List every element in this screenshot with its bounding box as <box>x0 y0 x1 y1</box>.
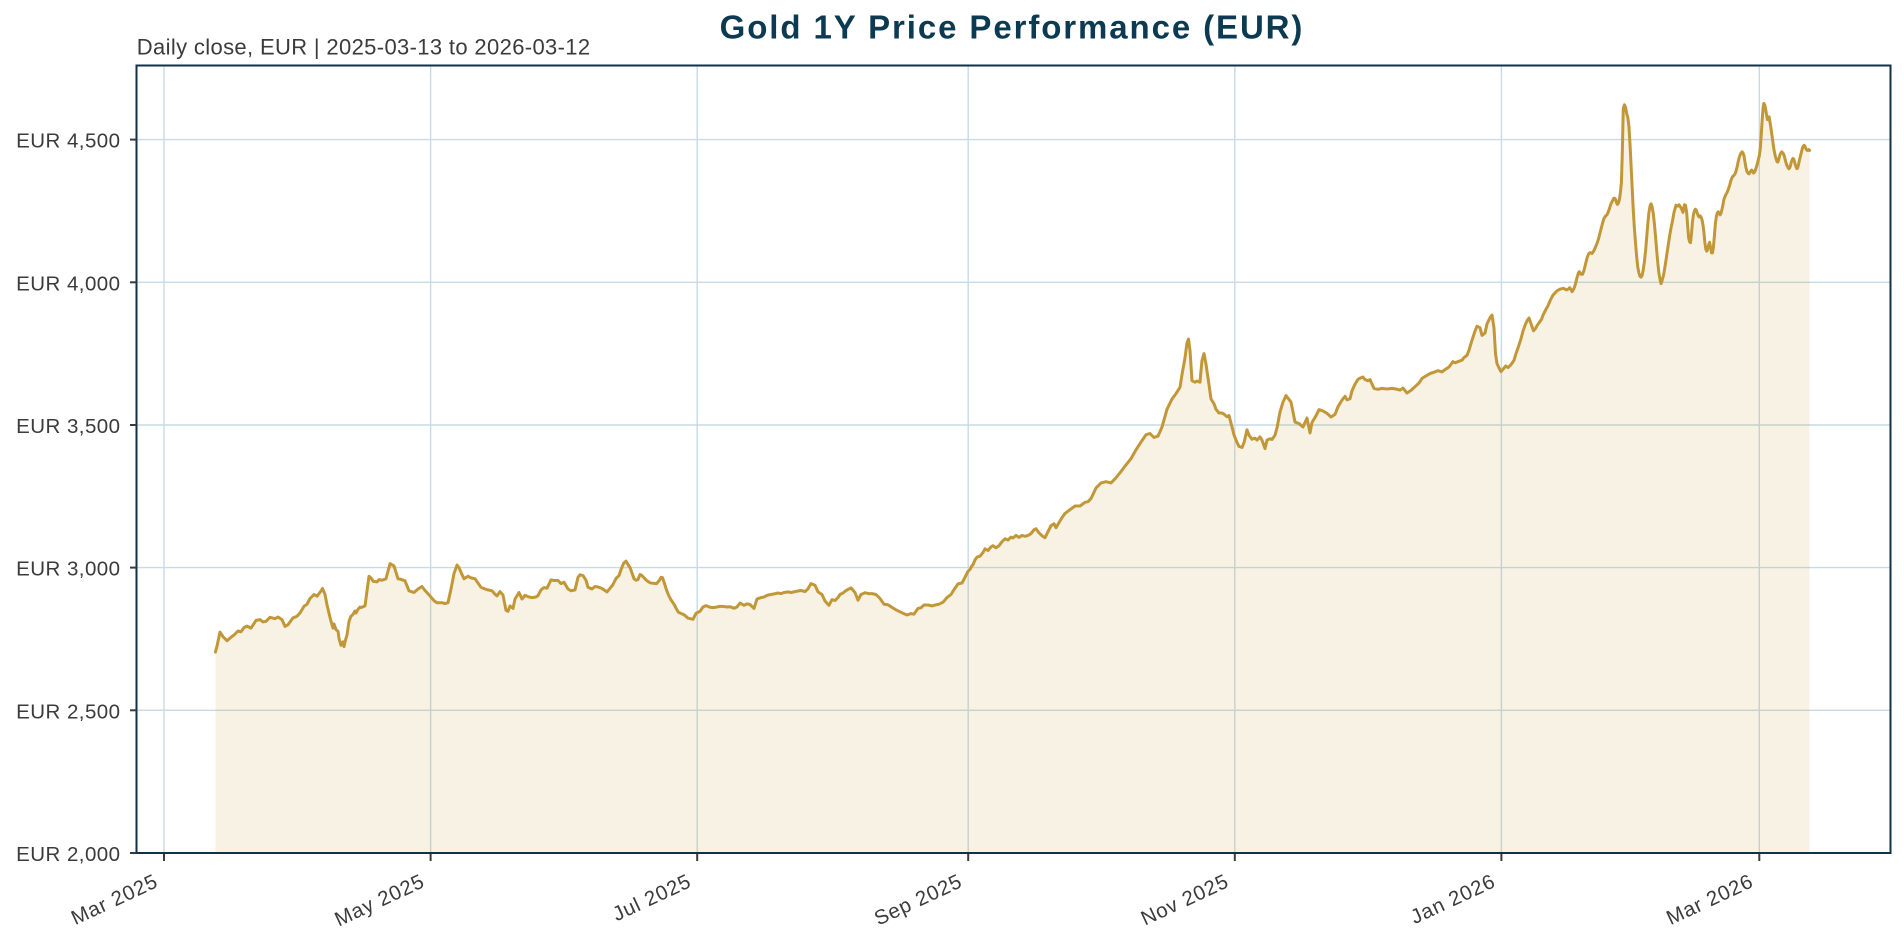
svg-text:EUR 3,500: EUR 3,500 <box>16 415 120 438</box>
svg-text:EUR 4,500: EUR 4,500 <box>16 130 120 153</box>
svg-text:Gold 1Y Price Performance (EUR: Gold 1Y Price Performance (EUR) <box>720 8 1305 45</box>
svg-text:EUR 4,000: EUR 4,000 <box>16 272 120 295</box>
svg-text:EUR 3,000: EUR 3,000 <box>16 558 120 581</box>
svg-text:Daily close, EUR | 2025-03-13: Daily close, EUR | 2025-03-13 to 2026-03… <box>137 35 591 60</box>
svg-text:EUR 2,500: EUR 2,500 <box>16 700 120 723</box>
svg-text:EUR 2,000: EUR 2,000 <box>16 843 120 866</box>
